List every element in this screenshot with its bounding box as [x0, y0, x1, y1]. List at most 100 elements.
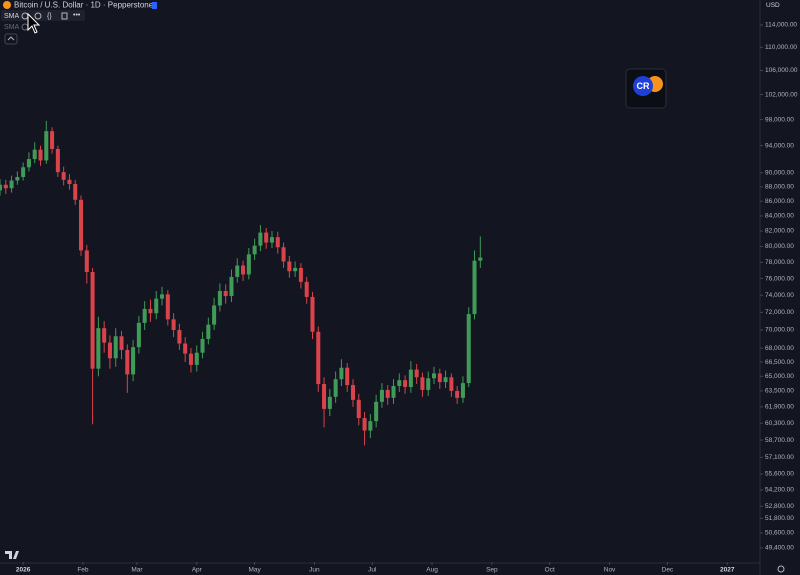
candle-body	[443, 377, 448, 383]
candle-body	[200, 338, 205, 353]
y-tick-label: 54,200.00	[765, 487, 794, 494]
x-tick-label: Aug	[426, 567, 438, 574]
candle-body	[293, 267, 298, 272]
y-tick-label: 110,000.00	[765, 44, 797, 51]
candle-body	[38, 149, 43, 161]
y-tick-label: 70,000.00	[765, 327, 794, 334]
x-tick-label: Apr	[192, 567, 203, 574]
candle-body	[333, 379, 338, 397]
candle-body	[466, 314, 471, 384]
candle-body	[455, 390, 460, 398]
x-tick-label: Nov	[604, 567, 616, 574]
candle-body	[368, 421, 373, 431]
candle-body	[107, 342, 112, 359]
currency-label[interactable]: USD	[766, 2, 780, 9]
y-tick-label: 84,000.00	[765, 213, 794, 220]
candle-body	[165, 294, 170, 320]
more-icon[interactable]: •••	[73, 12, 81, 19]
candle-body	[61, 172, 66, 180]
candle-body	[339, 367, 344, 380]
indicator-label[interactable]: SMA	[4, 13, 20, 20]
candle-body	[379, 389, 384, 402]
y-tick-label: 68,000.00	[765, 345, 794, 352]
currency-box	[762, 0, 800, 11]
candle-body	[327, 396, 332, 409]
collapse-button[interactable]	[4, 33, 18, 45]
candle-body	[241, 265, 246, 275]
y-tick-label: 49,400.00	[765, 545, 794, 552]
y-tick-label: 86,000.00	[765, 198, 794, 205]
candle-body	[408, 369, 413, 387]
candle-body	[316, 331, 321, 385]
y-tick-label: 74,000.00	[765, 292, 794, 299]
candle-body	[119, 336, 124, 350]
candle-body	[78, 199, 84, 251]
candle-body	[304, 281, 309, 297]
candle-body	[177, 329, 182, 344]
candle-body	[154, 298, 159, 314]
y-tick-label: 65,000.00	[765, 373, 794, 380]
delete-icon[interactable]	[61, 12, 68, 20]
candle-body	[223, 291, 228, 297]
x-tick-label: Dec	[662, 567, 674, 574]
flag-icon[interactable]	[152, 2, 157, 9]
symbol-icon	[3, 1, 11, 9]
candle-body	[102, 328, 107, 343]
candle-body	[281, 247, 286, 262]
settings-icon[interactable]	[34, 12, 42, 20]
axis-settings-icon[interactable]	[777, 565, 785, 573]
y-tick-label: 88,000.00	[765, 184, 794, 191]
y-tick-label: 50,600.00	[765, 530, 794, 537]
y-tick-label: 114,000.00	[765, 22, 797, 29]
y-tick-label: 72,000.00	[765, 309, 794, 316]
y-tick-label: 57,100.00	[765, 454, 794, 461]
candle-body	[0, 184, 3, 191]
candle-body	[148, 308, 153, 314]
logo-blue	[633, 76, 653, 96]
x-tick-label: May	[248, 567, 261, 574]
candle-body	[397, 380, 402, 387]
candle-body	[9, 180, 14, 189]
candle-body	[356, 399, 361, 419]
candle-body	[345, 367, 350, 386]
candle-body	[310, 296, 315, 332]
candle-body	[206, 324, 211, 339]
candle-body	[246, 254, 251, 275]
y-tick-label: 60,300.00	[765, 420, 794, 427]
candle-body	[426, 378, 431, 390]
candle-body	[362, 418, 367, 431]
candle-body	[183, 343, 188, 354]
mouse-cursor	[27, 12, 41, 34]
y-tick-label: 80,000.00	[765, 243, 794, 250]
candle-body	[3, 184, 8, 189]
logo-text: CR	[637, 81, 650, 91]
x-tick-label: Feb	[77, 567, 89, 574]
candle-body	[55, 148, 60, 173]
y-tick-label: 52,800.00	[765, 503, 794, 510]
collapse-icon	[7, 36, 15, 41]
candle-body	[449, 377, 454, 391]
y-tick-label: 66,500.00	[765, 359, 794, 366]
candle-body	[478, 257, 483, 261]
candle-body	[264, 232, 269, 243]
x-tick-label: 2026	[16, 567, 31, 574]
candle-body	[131, 347, 136, 375]
candle-body	[188, 353, 193, 365]
source-icon[interactable]: {}	[47, 13, 52, 20]
indicator-label[interactable]: SMA	[4, 24, 20, 31]
x-tick-label: Jul	[368, 567, 377, 574]
x-tick-label: Oct	[545, 567, 555, 574]
y-tick-label: 76,000.00	[765, 275, 794, 282]
candle-body	[275, 237, 280, 248]
x-tick-label: 2027	[720, 567, 735, 574]
candle-body	[15, 177, 20, 181]
candle-body	[287, 261, 292, 272]
x-tick-label: Mar	[131, 567, 143, 574]
candle-body	[160, 294, 165, 299]
x-tick-label: Sep	[486, 567, 498, 574]
candle-body	[460, 383, 465, 398]
candle-body	[385, 389, 390, 398]
candle-body	[50, 131, 55, 149]
